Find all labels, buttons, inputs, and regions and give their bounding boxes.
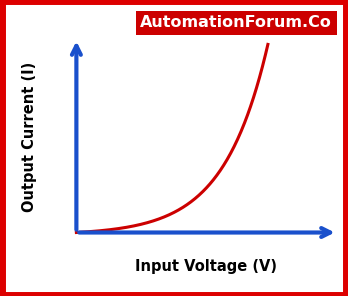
Text: AutomationForum.Co: AutomationForum.Co bbox=[140, 15, 332, 30]
Text: Output Current (I): Output Current (I) bbox=[22, 61, 37, 212]
Text: Input Voltage (V): Input Voltage (V) bbox=[135, 259, 277, 274]
